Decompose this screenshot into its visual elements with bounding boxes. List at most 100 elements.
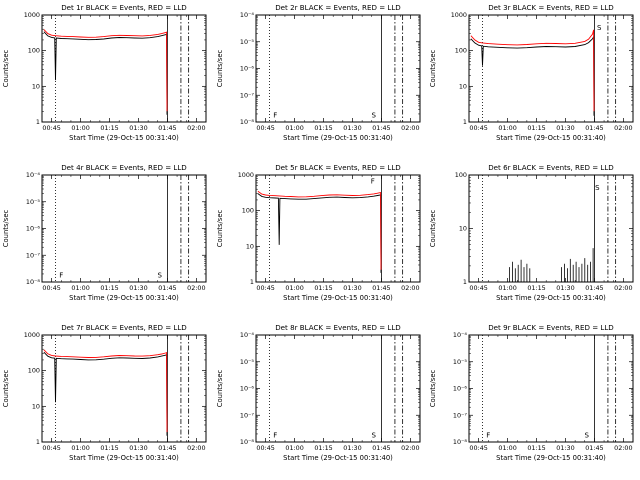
y-tick-label: 10⁻⁷ (453, 411, 468, 419)
y-axis-title: Counts/sec (216, 370, 224, 408)
x-tick-label: 01:00 (71, 444, 89, 452)
x-tick-label: 01:45 (585, 284, 603, 292)
x-tick-label: 01:00 (498, 124, 516, 132)
det-4r-chart: Det 4r BLACK = Events, RED = LLD 10⁻⁴ 10⁻⁵… (2, 163, 207, 302)
y-tick-label: 10⁻⁸ (240, 438, 255, 446)
y-tick-label: 10⁻⁴ (453, 331, 468, 339)
panel-title: Det 6r BLACK = Events, RED = LLD (488, 163, 614, 172)
det-6r-chart: Det 6r BLACK = Events, RED = LLD 1 10 100 00… (429, 163, 634, 302)
x-tick-label: 00:45 (42, 284, 60, 292)
x-tick-label: 01:45 (372, 284, 390, 292)
y-tick-label: 1 (36, 438, 40, 446)
x-tick-label: 01:45 (372, 124, 390, 132)
x-tick-label: 02:00 (401, 124, 419, 132)
x-tick-label: 00:45 (469, 444, 487, 452)
annotation-S: S (584, 432, 589, 440)
x-tick-label: 01:15 (314, 444, 332, 452)
plot-frame (255, 14, 421, 123)
panel-title: Det 9r BLACK = Events, RED = LLD (488, 323, 614, 332)
x-tick-label: 01:45 (585, 444, 603, 452)
plot-frame (255, 174, 421, 283)
x-tick-label: 01:15 (527, 124, 545, 132)
plot-frame (468, 334, 634, 443)
x-tick-label: 02:00 (187, 124, 205, 132)
x-tick-label: 01:30 (556, 284, 574, 292)
x-axis-title: Start Time (29-Oct-15 00:31:40) (496, 294, 606, 302)
x-tick-label: 00:45 (42, 124, 60, 132)
series-lld (43, 29, 168, 112)
x-tick-label: 02:00 (614, 124, 632, 132)
y-tick-label: 10⁻⁸ (240, 118, 255, 126)
y-tick-label: 1000 (238, 171, 254, 179)
x-tick-label: 01:00 (285, 444, 303, 452)
y-tick-label: 10⁻⁷ (26, 251, 41, 259)
x-tick-label: 01:45 (158, 124, 176, 132)
x-tick-label: 01:00 (71, 124, 89, 132)
y-axis-title: Counts/sec (429, 50, 437, 88)
y-tick-label: 10⁻⁵ (26, 198, 41, 206)
annotation-S: S (597, 24, 602, 32)
panel-title: Det 8r BLACK = Events, RED = LLD (275, 323, 401, 332)
y-tick-label: 10⁻⁴ (240, 331, 255, 339)
x-tick-label: 00:45 (256, 124, 274, 132)
x-tick-label: 01:45 (158, 284, 176, 292)
y-tick-label: 1000 (24, 331, 40, 339)
plot-frame (41, 334, 207, 443)
plot-frame (41, 14, 207, 123)
det-1r-chart: Det 1r BLACK = Events, RED = LLD 1 10 100 10… (2, 3, 207, 142)
panel-title: Det 7r BLACK = Events, RED = LLD (61, 323, 187, 332)
panel-title: Det 1r BLACK = Events, RED = LLD (61, 3, 187, 12)
x-tick-label: 01:30 (343, 444, 361, 452)
y-axis-title: Counts/sec (2, 50, 10, 88)
y-tick-label: 1000 (24, 11, 40, 19)
annotation-F: F (371, 178, 375, 186)
y-tick-label: 10 (459, 82, 467, 90)
y-tick-label: 10⁻⁵ (453, 358, 468, 366)
det-7r-chart: Det 7r BLACK = Events, RED = LLD 1 10 100 10… (2, 323, 207, 462)
annotation-S: S (371, 112, 376, 120)
y-tick-label: 10⁻⁴ (240, 11, 255, 19)
annotation-S: S (595, 184, 600, 192)
x-tick-label: 00:45 (469, 284, 487, 292)
x-tick-label: 01:30 (129, 284, 147, 292)
y-tick-label: 1000 (451, 11, 467, 19)
plot-frame (255, 334, 421, 443)
x-tick-label: 01:00 (498, 284, 516, 292)
series-lld (470, 29, 595, 112)
x-tick-label: 01:15 (314, 284, 332, 292)
y-tick-label: 100 (242, 207, 254, 215)
x-axis-title: Start Time (29-Oct-15 00:31:40) (69, 134, 179, 142)
x-tick-label: 01:00 (285, 124, 303, 132)
y-tick-label: 10 (32, 82, 40, 90)
x-axis-title: Start Time (29-Oct-15 00:31:40) (69, 294, 179, 302)
y-tick-label: 10⁻⁶ (240, 65, 255, 73)
det-3r-chart: Det 3r BLACK = Events, RED = LLD 1 10 100 10… (429, 3, 634, 142)
x-tick-label: 01:15 (100, 284, 118, 292)
x-tick-label: 01:00 (71, 284, 89, 292)
series-events (43, 31, 168, 115)
x-tick-label: 01:30 (129, 124, 147, 132)
x-tick-label: 01:30 (556, 124, 574, 132)
x-tick-label: 00:45 (469, 124, 487, 132)
y-axis-title: Counts/sec (2, 210, 10, 248)
series-events (257, 193, 382, 273)
x-tick-label: 01:15 (100, 124, 118, 132)
x-tick-label: 01:15 (527, 444, 545, 452)
x-tick-label: 02:00 (614, 284, 632, 292)
y-tick-label: 10⁻⁶ (453, 385, 468, 393)
x-axis-title: Start Time (29-Oct-15 00:31:40) (496, 134, 606, 142)
panel-title: Det 3r BLACK = Events, RED = LLD (488, 3, 614, 12)
y-tick-label: 10⁻⁷ (240, 411, 255, 419)
x-tick-label: 02:00 (187, 284, 205, 292)
y-tick-label: 10⁻⁶ (240, 385, 255, 393)
x-tick-label: 01:00 (285, 284, 303, 292)
x-tick-label: 00:45 (42, 444, 60, 452)
y-tick-label: 10⁻⁶ (26, 225, 41, 233)
plot-frame (468, 14, 634, 123)
series-events (43, 351, 168, 436)
panel-title: Det 4r BLACK = Events, RED = LLD (61, 163, 187, 172)
x-tick-label: 02:00 (187, 444, 205, 452)
y-tick-label: 100 (455, 171, 467, 179)
y-tick-label: 10⁻⁵ (240, 358, 255, 366)
det-9r-chart: Det 9r BLACK = Events, RED = LLD 10⁻⁴ 10⁻⁵… (429, 323, 634, 462)
